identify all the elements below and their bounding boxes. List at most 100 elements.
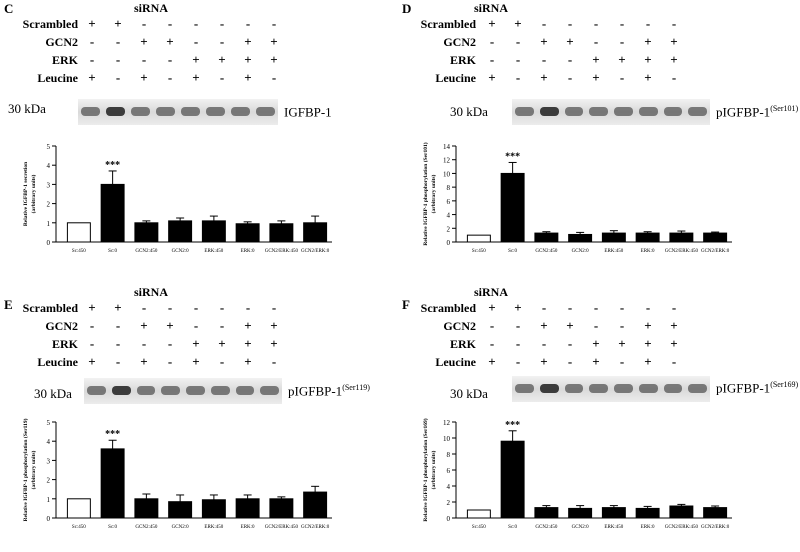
y-tick-label: 6 xyxy=(447,467,451,475)
panel-d: D siRNA 30 kDa pIGFBP-1(Ser101) 0 2 4 6 8 10 1… xyxy=(400,0,800,276)
panel-letter: C xyxy=(4,1,14,16)
condition-sign: - xyxy=(489,336,495,351)
panel-c: C siRNA 30 kDa IGFBP-1 0 1 2 3 4 5 Relative IG… xyxy=(0,0,400,276)
blot-band xyxy=(181,107,200,116)
condition-sign: + xyxy=(670,52,678,67)
y-tick-label: 8 xyxy=(447,184,451,192)
bar xyxy=(168,220,193,243)
condition-sign: - xyxy=(167,336,173,351)
blot-label: pIGFBP-1(Ser101) xyxy=(716,104,798,120)
condition-row-label: ERK xyxy=(51,337,78,351)
blot-band xyxy=(210,386,230,395)
condition-sign: + xyxy=(488,354,496,369)
blot-band xyxy=(539,384,559,393)
bar xyxy=(269,498,294,519)
x-tick-label: GCN2/ERK:0 xyxy=(301,249,330,254)
condition-sign: - xyxy=(515,354,521,369)
condition-sign: + xyxy=(244,336,252,351)
bar xyxy=(534,507,559,519)
condition-sign: - xyxy=(567,52,573,67)
bar xyxy=(134,498,159,519)
condition-sign: + xyxy=(644,52,652,67)
y-axis-label: Relative IGFBP-1 phosphorylation (Ser119… xyxy=(22,418,29,521)
condition-sign: - xyxy=(489,34,495,49)
condition-sign: + xyxy=(592,52,600,67)
y-tick-label: 0 xyxy=(447,515,451,523)
condition-sign: - xyxy=(567,300,573,315)
blot-band xyxy=(111,386,131,395)
condition-sign: + xyxy=(618,52,626,67)
condition-sign: + xyxy=(670,34,678,49)
condition-sign: + xyxy=(218,52,226,67)
x-tick-label: Sc:0 xyxy=(508,249,517,254)
condition-sign: - xyxy=(619,70,625,85)
blot-band xyxy=(564,384,584,393)
bar xyxy=(500,440,525,519)
y-tick-label: 1 xyxy=(47,496,51,504)
blot-band xyxy=(688,107,707,116)
condition-sign: - xyxy=(567,354,573,369)
x-tick-label: GCN2/ERK:0 xyxy=(701,525,730,530)
y-tick-label: 10 xyxy=(443,435,451,443)
blot-band xyxy=(614,107,633,116)
bar xyxy=(100,183,125,243)
x-tick-label: GCN2:450 xyxy=(135,249,157,254)
y-tick-label: 8 xyxy=(447,451,451,459)
condition-row-label: Scrambled xyxy=(22,17,78,31)
condition-sign: - xyxy=(489,52,495,67)
sirna-header: siRNA xyxy=(134,285,169,299)
condition-sign: - xyxy=(167,52,173,67)
blot-band xyxy=(515,384,534,393)
condition-sign: - xyxy=(219,300,225,315)
blot-band xyxy=(87,386,106,395)
bar-chart-igfbp1-secretion: 0 1 2 3 4 5 Relative IGFBP-1 secretion (arbitra… xyxy=(23,143,332,254)
panel-e: E siRNA 30 kDa pIGFBP-1(Ser119) 0 1 2 3 4 5 Re… xyxy=(0,276,400,552)
condition-sign: - xyxy=(193,318,199,333)
blot-label: pIGFBP-1(Ser169) xyxy=(716,380,798,396)
western-blot-strip xyxy=(512,376,710,402)
condition-sign: + xyxy=(244,52,252,67)
condition-sign: + xyxy=(218,336,226,351)
blot-band xyxy=(515,107,534,116)
y-axis-label: (arbitrary units) xyxy=(30,451,37,490)
bar xyxy=(201,220,226,243)
condition-sign: - xyxy=(115,52,121,67)
condition-sign: - xyxy=(89,318,95,333)
blot-band xyxy=(688,384,707,393)
bar xyxy=(235,223,260,243)
blot-band xyxy=(131,107,150,116)
condition-sign: - xyxy=(141,16,147,31)
bar-chart-igfbp1-ser169: 0 2 4 6 8 10 12 Relative IGFBP-1 phosphorylatio… xyxy=(422,418,732,530)
blot-band xyxy=(161,386,180,395)
condition-sign: + xyxy=(244,354,252,369)
condition-sign: - xyxy=(515,70,521,85)
western-blot-strip xyxy=(78,99,278,125)
blot-kda-marker: 30 kDa xyxy=(8,101,46,116)
condition-row-label: GCN2 xyxy=(45,319,78,333)
y-tick-label: 5 xyxy=(47,419,51,427)
panel-letter: D xyxy=(402,1,412,16)
x-tick-label: GCN2/ERK:450 xyxy=(665,249,699,254)
blot-band xyxy=(638,384,658,393)
x-tick-label: ERK:0 xyxy=(641,249,655,254)
y-axis-label: (arbitrary units) xyxy=(430,175,437,214)
condition-sign: - xyxy=(219,34,225,49)
condition-sign: - xyxy=(619,300,625,315)
condition-sign: - xyxy=(515,34,521,49)
condition-sign: + xyxy=(514,16,522,31)
condition-sign: + xyxy=(540,318,548,333)
blot-phospho-site: (Ser119) xyxy=(342,383,370,392)
blot-band xyxy=(539,107,559,116)
blot-band xyxy=(136,386,156,395)
x-tick-label: GCN2:450 xyxy=(535,249,557,254)
y-tick-label: 3 xyxy=(47,457,51,465)
bar xyxy=(466,509,491,519)
x-tick-label: ERK:450 xyxy=(204,525,223,530)
y-tick-label: 5 xyxy=(47,143,51,151)
condition-sign: + xyxy=(140,70,148,85)
condition-sign: - xyxy=(271,70,277,85)
blot-phospho-site: (Ser169) xyxy=(770,380,799,389)
condition-sign: - xyxy=(645,16,651,31)
y-tick-label: 2 xyxy=(447,225,451,233)
x-tick-label: GCN2/ERK:450 xyxy=(265,249,299,254)
